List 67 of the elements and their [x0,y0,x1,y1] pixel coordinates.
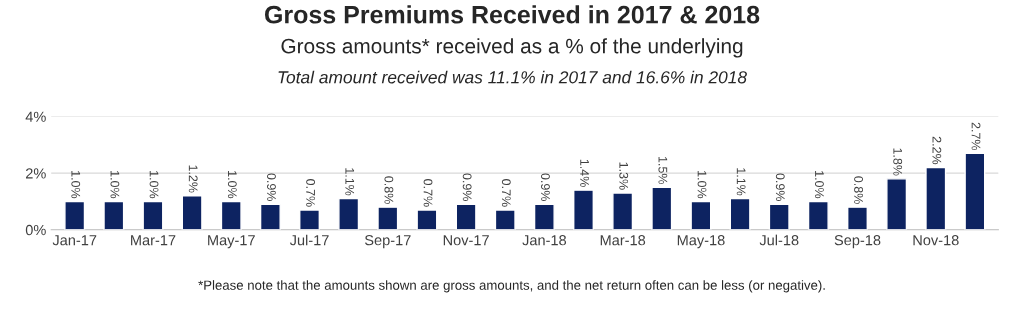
bar [964,152,986,230]
x-tick-label: Jan-18 [522,235,567,246]
bar [768,203,790,230]
data-label: 1.0% [227,171,237,199]
chart-title: Gross Premiums Received in 2017 & 2018 [264,5,760,24]
data-label: 1.1% [736,168,746,196]
data-label: 1.0% [815,171,824,199]
bar [807,200,829,230]
bar [416,209,438,230]
data-label: 1.4% [580,159,589,187]
y-tick-label: 0% [25,224,46,236]
x-tick-label: May-18 [677,235,725,249]
bar [142,200,164,230]
text: *Please note that the amounts shown are gross amounts, and the net return often can be less (or negative). [198,280,825,293]
bar [338,197,360,230]
bar [729,197,751,230]
bar [690,200,712,230]
data-label: 0.9% [267,173,276,202]
data-label: 1.8% [893,148,903,176]
data-label: 0.7% [501,179,511,207]
bar [455,203,477,230]
data-label: 1.2% [188,165,198,193]
x-tick-label: Mar-17 [131,235,176,246]
x-tick-label: Jul-18 [759,234,799,246]
x-tick-label: Jan-17 [52,235,97,246]
data-label: 1.0% [71,171,81,199]
data-label: 0.9% [775,173,785,202]
data-label: 0.7% [306,179,316,207]
data-label: 0.8% [854,176,863,204]
bar [612,192,634,230]
data-label: 1.5% [658,156,668,185]
data-label: 2.2% [932,136,942,165]
x-tick-label: Sep-17 [364,235,411,249]
bar [64,200,86,230]
bar [533,203,555,230]
data-label: 1.0% [697,171,707,199]
data-label: 1.3% [619,162,629,190]
data-label: 0.8% [384,176,394,204]
bar [651,186,673,230]
y-tick-label: 4% [25,111,46,122]
x-tick-label: Nov-17 [443,235,489,246]
x-tick-label: Mar-18 [600,235,646,246]
bar [494,209,516,230]
bar [573,189,594,230]
bar [181,195,203,230]
x-tick-label: Sep-18 [834,235,881,249]
bar [259,203,281,230]
data-label: 2.7% [971,122,981,151]
x-tick-label: May-17 [208,235,255,249]
data-label: 0.9% [541,173,550,202]
bar [103,200,125,230]
bar [925,166,947,230]
bar [847,206,868,230]
data-label: 1.0% [110,171,120,199]
x-tick-label: Nov-18 [913,235,959,246]
y-tick-label: 2% [26,168,46,179]
chart-subtitle: Gross amounts* received as a % of the underlying [281,38,743,58]
bar [299,209,321,230]
data-label: 0.9% [462,173,472,202]
text: Total amount received was 11.1% in 2017 and 16.6% in 2018 [278,70,747,84]
bar [886,178,908,230]
data-label: 1.1% [345,168,355,196]
data-label: 0.7% [423,179,433,207]
bar [377,206,399,230]
data-label: 1.0% [149,171,159,199]
x-tick-label: Jul-17 [289,234,329,246]
bar [220,200,242,230]
